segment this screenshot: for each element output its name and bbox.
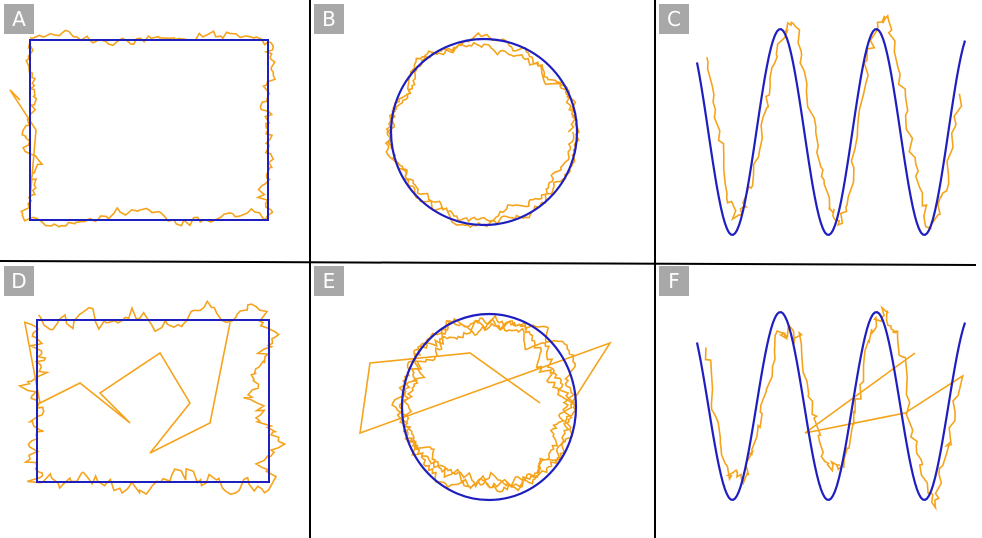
- panel-label-c: C: [659, 4, 689, 34]
- panel-a-trace: [9, 29, 277, 228]
- panel-e-target-circle: [400, 312, 578, 502]
- panel-d-trace: [17, 299, 287, 496]
- panel-label-e: E: [314, 266, 344, 296]
- panel-label-f: F: [659, 266, 689, 296]
- panel-a-target-rectangle: [29, 39, 269, 221]
- panel-d-target-rectangle: [36, 319, 270, 483]
- panel-label-b: B: [314, 4, 344, 34]
- panel-e-plot: [359, 312, 612, 502]
- panel-f-target-sine: [695, 310, 967, 502]
- panel-b-plot: [384, 31, 580, 229]
- panel-d-plot: [17, 299, 287, 496]
- panel-c-target-sine: [695, 27, 967, 237]
- panel-c-plot: [695, 13, 967, 237]
- panel-b-trace: [384, 31, 580, 229]
- panel-e-trace: [359, 314, 612, 493]
- panel-b-target-circle: [389, 37, 579, 227]
- panel-label-d: D: [4, 266, 34, 296]
- panel-label-a: A: [4, 4, 34, 34]
- panel-a-plot: [9, 29, 277, 228]
- divider-horizontal: [0, 260, 977, 266]
- panel-f-plot: [695, 305, 967, 511]
